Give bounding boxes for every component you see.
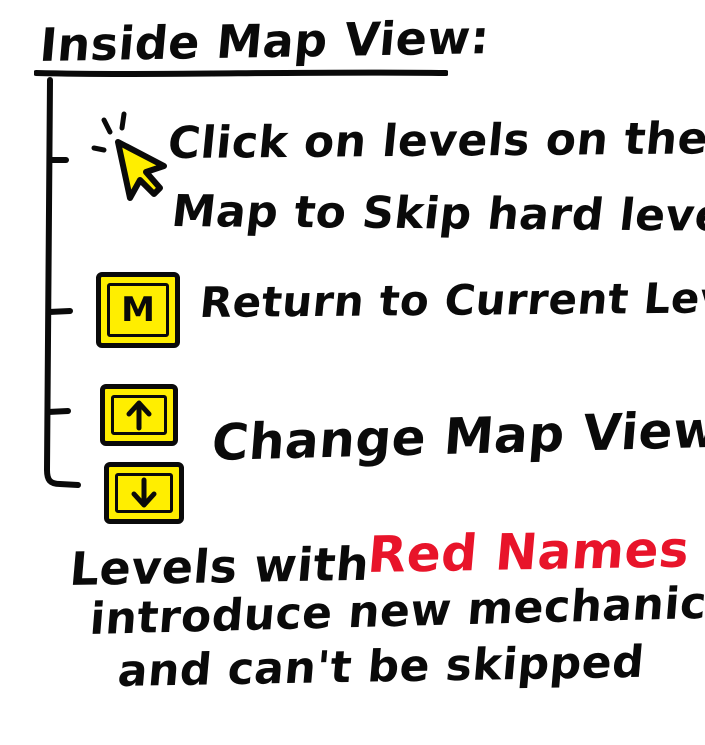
- arrow-down-icon: [131, 477, 157, 508]
- note-line-3: and can't be skipped: [115, 636, 647, 698]
- title-underline: [34, 69, 448, 77]
- page-title: Inside Map View:: [37, 10, 492, 73]
- tip-change-map-view: Change Map View: [209, 400, 705, 473]
- arrow-up-key-icon: [100, 384, 178, 446]
- tip-click-levels-line-1: Click on levels on the: [165, 113, 705, 170]
- m-key-icon: M: [96, 272, 180, 348]
- arrow-down-key-icon: [104, 462, 184, 524]
- arrow-up-icon: [126, 400, 152, 431]
- m-key-label: M: [107, 283, 169, 337]
- tip-click-levels-line-2: Map to Skip hard levels: [169, 186, 705, 243]
- note-prefix: Levels with: [67, 536, 372, 597]
- note-red-names: Red Names: [365, 520, 692, 585]
- tip-return-current-level: Return to Current Level: [197, 272, 705, 328]
- mouse-cursor-click-icon: [91, 111, 167, 201]
